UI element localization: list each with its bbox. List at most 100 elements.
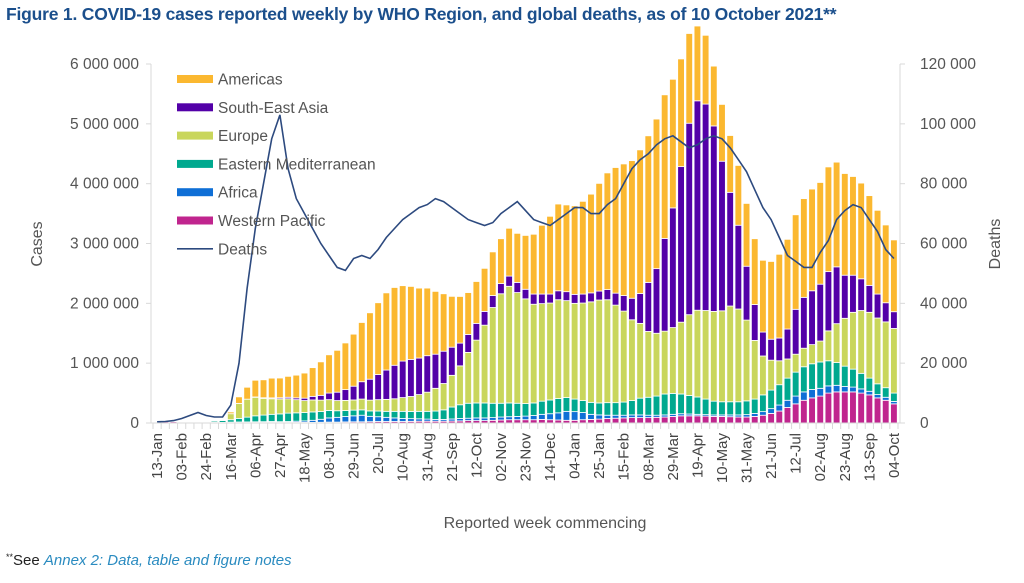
bar-segment-eastern-mediterranean — [480, 402, 489, 419]
bar-segment-europe — [521, 298, 530, 404]
figure-title: Figure 1. COVID-19 cases reported weekly… — [6, 4, 837, 24]
bar-segment-eastern-mediterranean — [767, 389, 775, 410]
bar-segment-africa — [775, 404, 784, 412]
bar-segment-europe — [636, 322, 644, 399]
legend-swatch — [177, 188, 213, 197]
bar-segment-eastern-mediterranean — [415, 410, 423, 420]
bar-segment-south-east-asia — [865, 284, 874, 313]
bar-segment-americas — [349, 333, 358, 387]
bar-segment-americas — [448, 295, 456, 348]
legend-label: Africa — [218, 185, 258, 202]
bar-segment-africa — [513, 416, 522, 421]
bar-segment-europe — [562, 300, 571, 398]
bar-segment-americas — [251, 379, 260, 398]
bar-segment-western-pacific — [816, 395, 824, 424]
bar-segment-eastern-mediterranean — [726, 401, 734, 416]
bar-segment-africa — [841, 386, 849, 393]
bar-segment-europe — [439, 383, 448, 411]
bar-segment-americas — [464, 292, 472, 335]
bar-segment-europe — [472, 339, 481, 404]
bar-segment-europe — [865, 311, 874, 379]
bar-segment-americas — [611, 167, 620, 294]
bar-segment-europe — [587, 301, 595, 403]
bar-segment-eastern-mediterranean — [505, 402, 513, 418]
bar-segment-eastern-mediterranean — [464, 402, 472, 419]
bar-segment-eastern-mediterranean — [652, 395, 661, 416]
x-tick-label: 20-Jul — [370, 433, 387, 474]
x-tick-label: 31-Aug — [419, 433, 436, 481]
bar-segment-americas — [488, 251, 497, 296]
bar-segment-south-east-asia — [726, 191, 734, 307]
bar-segment-europe — [423, 391, 432, 412]
bar-segment-africa — [325, 417, 333, 423]
bar-segment-south-east-asia — [579, 293, 587, 304]
bar-segment-eastern-mediterranean — [210, 420, 219, 423]
footnote-prefix: See — [13, 552, 44, 569]
bar-segment-europe — [677, 321, 685, 395]
bar-segment-europe — [513, 292, 522, 404]
bar-segment-eastern-mediterranean — [513, 402, 522, 417]
bar-segment-americas — [693, 25, 702, 102]
bar-segment-western-pacific — [677, 415, 685, 424]
bar-segment-eastern-mediterranean — [325, 410, 333, 419]
bar-segment-eastern-mediterranean — [407, 411, 415, 420]
bar-segment-americas — [775, 253, 784, 339]
bar-segment-eastern-mediterranean — [333, 410, 341, 418]
legend-swatch — [177, 131, 213, 140]
bar-segment-eastern-mediterranean — [554, 398, 563, 414]
x-tick-label: 25-Jan — [591, 433, 608, 479]
legend-label: Americas — [218, 72, 283, 89]
bar-segment-americas — [857, 182, 865, 280]
bar-segment-africa — [767, 408, 775, 414]
y2-tick-label: 20 000 — [920, 355, 968, 372]
bar-segment-americas — [284, 375, 292, 398]
bar-segment-south-east-asia — [554, 290, 563, 301]
bar-segment-europe — [292, 399, 301, 414]
x-tick-label: 23-Nov — [518, 433, 535, 482]
x-tick-label: 24-Feb — [198, 433, 215, 481]
bar-segment-south-east-asia — [505, 275, 513, 287]
bar-segment-americas — [570, 205, 579, 295]
bar-segment-western-pacific — [636, 417, 644, 424]
bar-segment-south-east-asia — [374, 374, 382, 401]
bar-segment-south-east-asia — [849, 274, 857, 313]
bar-segment-south-east-asia — [759, 331, 767, 357]
bar-segment-western-pacific — [660, 416, 669, 424]
legend-item-americas: Americas — [177, 72, 283, 89]
bar-segment-americas — [390, 287, 399, 366]
bar-segment-south-east-asia — [546, 293, 554, 304]
bar-segment-western-pacific — [783, 407, 792, 424]
bar-segment-western-pacific — [841, 391, 849, 424]
legend-item-south-east-asia: South-East Asia — [177, 100, 329, 117]
bar-segment-europe — [325, 399, 333, 411]
bar-segment-europe — [529, 303, 538, 404]
bar-segment-south-east-asia — [791, 308, 800, 355]
bar-segment-africa — [636, 414, 644, 419]
bar-segment-western-pacific — [832, 391, 841, 424]
bar-segment-south-east-asia — [488, 295, 497, 308]
bar-segment-europe — [235, 403, 243, 419]
bar-segment-americas — [398, 285, 407, 362]
bar-segment-africa — [873, 394, 882, 399]
annex-link[interactable]: Annex 2: Data, table and figure notes — [43, 552, 292, 569]
bar-segment-south-east-asia — [857, 278, 865, 311]
bar-segment-africa — [587, 413, 595, 420]
bar-segment-europe — [710, 311, 718, 402]
bar-segment-europe — [488, 307, 497, 404]
bar-segment-americas — [423, 287, 432, 357]
bar-segment-africa — [791, 395, 800, 405]
bar-segment-americas — [341, 342, 350, 391]
bar-segment-europe — [644, 331, 653, 398]
bar-segment-americas — [235, 396, 243, 404]
bar-segment-south-east-asia — [669, 207, 677, 328]
bar-segment-south-east-asia — [808, 290, 816, 346]
bar-segment-americas — [734, 165, 743, 226]
bar-segment-eastern-mediterranean — [701, 398, 710, 416]
bar-segment-europe — [742, 319, 751, 402]
bar-segment-americas — [243, 386, 251, 400]
bar-segment-americas — [619, 163, 628, 296]
x-tick-label: 10-May — [714, 433, 731, 484]
bar-segment-americas — [816, 182, 824, 285]
bar-segment-eastern-mediterranean — [448, 406, 456, 420]
bar-segment-americas — [538, 224, 546, 295]
